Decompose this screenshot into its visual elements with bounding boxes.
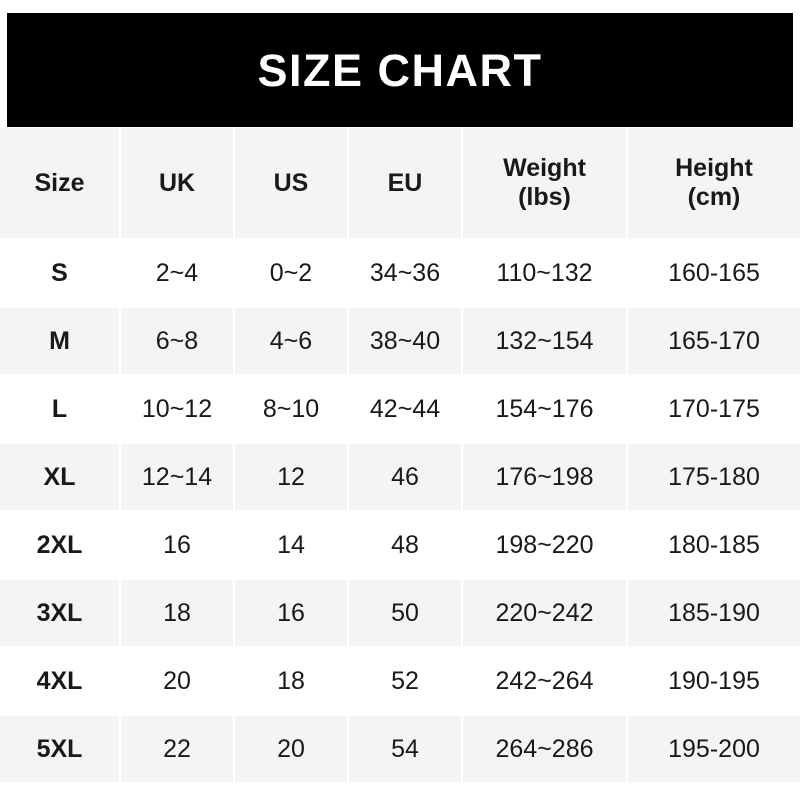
cell-us: 18 xyxy=(235,648,349,716)
cell-height: 185-190 xyxy=(628,580,800,648)
cell-eu: 46 xyxy=(349,444,463,512)
column-header-height: Height (cm) xyxy=(628,128,800,240)
column-header-uk: UK xyxy=(121,128,235,240)
cell-uk: 22 xyxy=(121,716,235,784)
cell-size: S xyxy=(0,240,121,308)
cell-us: 12 xyxy=(235,444,349,512)
cell-size: M xyxy=(0,308,121,376)
cell-eu: 50 xyxy=(349,580,463,648)
cell-us: 20 xyxy=(235,716,349,784)
table-row: 2XL 16 14 48 198~220 180-185 xyxy=(0,512,800,580)
cell-uk: 16 xyxy=(121,512,235,580)
cell-height: 165-170 xyxy=(628,308,800,376)
cell-height: 190-195 xyxy=(628,648,800,716)
column-header-line: (cm) xyxy=(687,183,741,211)
table-body: S 2~4 0~2 34~36 110~132 160-165 M 6~8 4~6 38~40 13… xyxy=(0,240,800,784)
cell-weight: 220~242 xyxy=(463,580,628,648)
cell-us: 4~6 xyxy=(235,308,349,376)
table-row: M 6~8 4~6 38~40 132~154 165-170 xyxy=(0,308,800,376)
cell-height: 160-165 xyxy=(628,240,800,308)
cell-size: 5XL xyxy=(0,716,121,784)
header-row: Size UK US EU Weight (lbs) Height (cm) xyxy=(0,128,800,240)
table-row: 3XL 18 16 50 220~242 185-190 xyxy=(0,580,800,648)
column-header-weight: Weight (lbs) xyxy=(463,128,628,240)
cell-us: 16 xyxy=(235,580,349,648)
cell-weight: 198~220 xyxy=(463,512,628,580)
column-header-line: EU xyxy=(387,168,423,197)
column-header-size: Size xyxy=(0,128,121,240)
cell-weight: 176~198 xyxy=(463,444,628,512)
table-row: 4XL 20 18 52 242~264 190-195 xyxy=(0,648,800,716)
table-row: 5XL 22 20 54 264~286 195-200 xyxy=(0,716,800,784)
column-header-line: Height xyxy=(675,154,753,183)
cell-height: 180-185 xyxy=(628,512,800,580)
cell-weight: 110~132 xyxy=(463,240,628,308)
cell-eu: 48 xyxy=(349,512,463,580)
title-banner: SIZE CHART xyxy=(7,13,793,127)
cell-uk: 6~8 xyxy=(121,308,235,376)
page-title: SIZE CHART xyxy=(257,44,543,96)
cell-eu: 34~36 xyxy=(349,240,463,308)
cell-size: 2XL xyxy=(0,512,121,580)
cell-height: 170-175 xyxy=(628,376,800,444)
cell-height: 195-200 xyxy=(628,716,800,784)
cell-us: 0~2 xyxy=(235,240,349,308)
table-row: XL 12~14 12 46 176~198 175-180 xyxy=(0,444,800,512)
column-header-line: Weight xyxy=(503,154,586,183)
cell-size: 4XL xyxy=(0,648,121,716)
column-header-line: UK xyxy=(158,168,196,197)
cell-uk: 10~12 xyxy=(121,376,235,444)
cell-size: L xyxy=(0,376,121,444)
cell-us: 14 xyxy=(235,512,349,580)
cell-us: 8~10 xyxy=(235,376,349,444)
table-header: Size UK US EU Weight (lbs) Height (cm) xyxy=(0,128,800,240)
cell-weight: 132~154 xyxy=(463,308,628,376)
cell-size: XL xyxy=(0,444,121,512)
cell-eu: 38~40 xyxy=(349,308,463,376)
size-chart-table: Size UK US EU Weight (lbs) Height (cm) S 2~4 0~2 3… xyxy=(0,128,800,784)
cell-size: 3XL xyxy=(0,580,121,648)
cell-eu: 52 xyxy=(349,648,463,716)
cell-uk: 12~14 xyxy=(121,444,235,512)
table-row: L 10~12 8~10 42~44 154~176 170-175 xyxy=(0,376,800,444)
cell-height: 175-180 xyxy=(628,444,800,512)
column-header-line: (lbs) xyxy=(518,183,571,211)
column-header-line: Size xyxy=(34,168,85,197)
cell-weight: 264~286 xyxy=(463,716,628,784)
cell-eu: 42~44 xyxy=(349,376,463,444)
cell-uk: 2~4 xyxy=(121,240,235,308)
cell-weight: 242~264 xyxy=(463,648,628,716)
cell-eu: 54 xyxy=(349,716,463,784)
cell-weight: 154~176 xyxy=(463,376,628,444)
column-header-line: US xyxy=(273,168,309,197)
cell-uk: 20 xyxy=(121,648,235,716)
column-header-us: US xyxy=(235,128,349,240)
column-header-eu: EU xyxy=(349,128,463,240)
cell-uk: 18 xyxy=(121,580,235,648)
table-row: S 2~4 0~2 34~36 110~132 160-165 xyxy=(0,240,800,308)
